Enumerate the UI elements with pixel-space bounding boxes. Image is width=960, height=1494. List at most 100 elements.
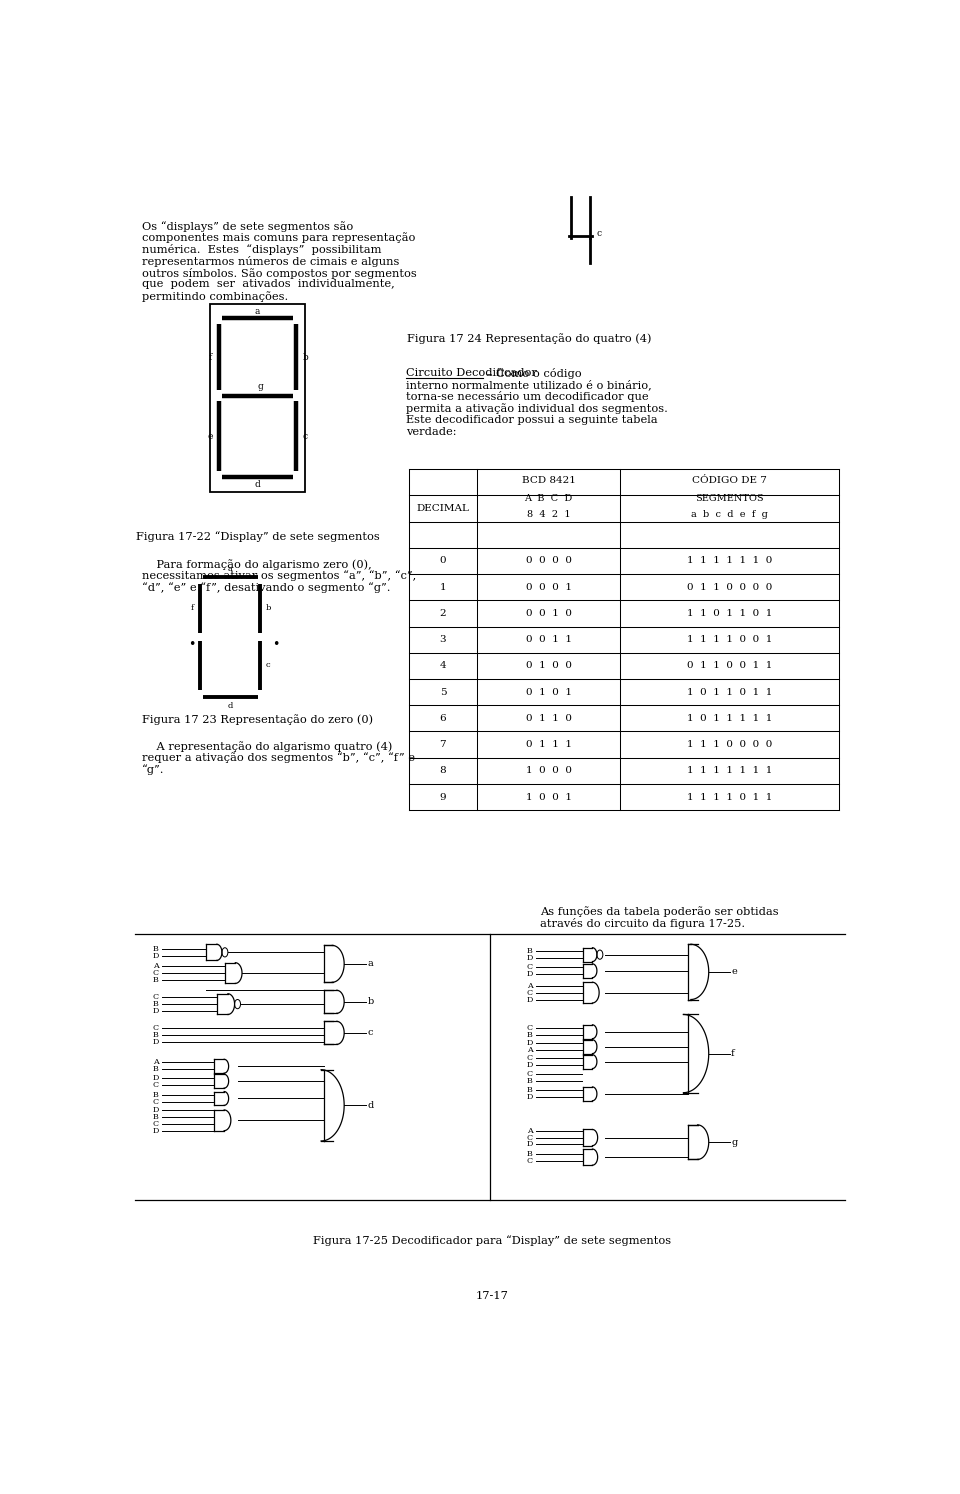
Text: c: c xyxy=(368,1028,373,1037)
Text: a: a xyxy=(228,565,232,572)
Text: C: C xyxy=(527,1134,533,1141)
Text: Este decodificador possui a seguinte tabela: Este decodificador possui a seguinte tab… xyxy=(406,415,658,424)
Text: 1  1  1  0  0  0  0: 1 1 1 0 0 0 0 xyxy=(687,740,773,748)
Text: f: f xyxy=(732,1049,734,1058)
Text: B: B xyxy=(153,999,158,1008)
Text: B: B xyxy=(153,976,158,985)
Text: D: D xyxy=(526,955,533,962)
Text: 0  1  1  0  0  0  0: 0 1 1 0 0 0 0 xyxy=(687,583,773,592)
Text: DECIMAL: DECIMAL xyxy=(417,503,469,512)
Text: 7: 7 xyxy=(440,740,446,748)
Text: 0  1  1  0: 0 1 1 0 xyxy=(525,714,571,723)
Text: D: D xyxy=(526,1040,533,1047)
Text: b: b xyxy=(368,998,374,1007)
Text: •: • xyxy=(188,638,196,650)
Text: Figura 17-22 “Display” de sete segmentos: Figura 17-22 “Display” de sete segmentos xyxy=(135,532,379,542)
Text: A: A xyxy=(153,1058,158,1065)
Text: B: B xyxy=(527,1077,533,1085)
Text: B: B xyxy=(153,1113,158,1120)
Text: c: c xyxy=(266,662,271,669)
Text: f: f xyxy=(191,605,194,613)
Text: 8  4  2  1: 8 4 2 1 xyxy=(527,509,570,518)
Text: e: e xyxy=(732,968,736,977)
Text: B: B xyxy=(153,944,158,953)
Text: componentes mais comuns para representação: componentes mais comuns para representaç… xyxy=(142,233,416,244)
Text: D: D xyxy=(153,1038,158,1046)
Text: representarmos números de cimais e alguns: representarmos números de cimais e algun… xyxy=(142,255,399,267)
Text: D: D xyxy=(526,1140,533,1149)
Text: Figura 17 23 Representação do zero (0): Figura 17 23 Representação do zero (0) xyxy=(142,714,373,725)
Text: 0  0  0  0: 0 0 0 0 xyxy=(525,556,571,565)
Text: 1  0  0  1: 1 0 0 1 xyxy=(525,792,571,802)
Text: 0  1  0  0: 0 1 0 0 xyxy=(525,662,571,671)
Text: “d”, “e” e “f”, desativando o segmento “g”.: “d”, “e” e “f”, desativando o segmento “… xyxy=(142,583,391,593)
Text: 0  0  1  0: 0 0 1 0 xyxy=(525,610,571,619)
Text: 9: 9 xyxy=(440,792,446,802)
Text: B: B xyxy=(153,1065,158,1073)
Text: permita a ativação individual dos segmentos.: permita a ativação individual dos segmen… xyxy=(406,403,668,414)
Text: D: D xyxy=(153,1106,158,1115)
Text: outros símbolos. São compostos por segmentos: outros símbolos. São compostos por segme… xyxy=(142,267,417,278)
Text: necessitamos ativar os segmentos “a”, “b”, “c”,: necessitamos ativar os segmentos “a”, “b… xyxy=(142,571,417,581)
Text: D: D xyxy=(153,1007,158,1014)
Text: A: A xyxy=(527,982,533,989)
Text: C: C xyxy=(153,970,158,977)
Text: D: D xyxy=(526,970,533,979)
Text: D: D xyxy=(153,952,158,959)
Text: C: C xyxy=(527,964,533,971)
Text: C: C xyxy=(153,994,158,1001)
Text: B: B xyxy=(153,1031,158,1040)
Bar xyxy=(210,303,305,492)
Text: requer a ativação dos segmentos “b”, “c”, “f” e: requer a ativação dos segmentos “b”, “c”… xyxy=(142,753,416,763)
Text: 0  1  1  0  0  1  1: 0 1 1 0 0 1 1 xyxy=(687,662,773,671)
Text: D: D xyxy=(153,1126,158,1134)
Text: c: c xyxy=(302,432,308,441)
Text: C: C xyxy=(527,1070,533,1079)
Text: As funções da tabela poderão ser obtidas: As funções da tabela poderão ser obtidas xyxy=(540,907,779,917)
Text: C: C xyxy=(153,1098,158,1106)
Text: 1  1  1  1  0  1  1: 1 1 1 1 0 1 1 xyxy=(687,792,773,802)
Text: A: A xyxy=(527,1126,533,1134)
Text: C: C xyxy=(527,1055,533,1062)
Text: B: B xyxy=(153,1091,158,1100)
Text: Circuito Decodificador: Circuito Decodificador xyxy=(406,368,538,378)
Text: B: B xyxy=(527,1086,533,1095)
Text: permitindo combinações.: permitindo combinações. xyxy=(142,291,289,302)
Text: B: B xyxy=(527,1150,533,1158)
Text: 0: 0 xyxy=(440,556,446,565)
Text: D: D xyxy=(526,1094,533,1101)
Text: 2: 2 xyxy=(440,610,446,619)
Text: 0  1  1  1: 0 1 1 1 xyxy=(525,740,571,748)
Text: 1  0  0  0: 1 0 0 0 xyxy=(525,766,571,775)
Text: SEGMENTOS: SEGMENTOS xyxy=(695,493,764,502)
Text: B: B xyxy=(527,947,533,955)
Text: a: a xyxy=(255,308,260,317)
Text: 5: 5 xyxy=(440,687,446,696)
Text: 1  1  1  1  0  0  1: 1 1 1 1 0 0 1 xyxy=(687,635,773,644)
Text: f: f xyxy=(208,353,211,362)
Text: D: D xyxy=(526,995,533,1004)
Text: D: D xyxy=(526,1061,533,1070)
Text: 17-17: 17-17 xyxy=(475,1291,509,1301)
Text: A: A xyxy=(153,962,158,970)
Text: A  B  C  D: A B C D xyxy=(524,493,573,502)
Text: a  b  c  d  e  f  g: a b c d e f g xyxy=(691,509,768,518)
Text: verdade:: verdade: xyxy=(406,427,457,436)
Text: 1  1  0  1  1  0  1: 1 1 0 1 1 0 1 xyxy=(687,610,773,619)
Text: Para formação do algarismo zero (0),: Para formação do algarismo zero (0), xyxy=(142,559,372,569)
Text: 1: 1 xyxy=(440,583,446,592)
Text: b: b xyxy=(302,353,308,362)
Text: Figura 17-25 Decodificador para “Display” de sete segmentos: Figura 17-25 Decodificador para “Display… xyxy=(313,1236,671,1246)
Text: CÓDIGO DE 7: CÓDIGO DE 7 xyxy=(692,475,767,484)
Text: C: C xyxy=(153,1119,158,1128)
Text: – Como o código: – Como o código xyxy=(483,368,582,379)
Text: A: A xyxy=(527,1046,533,1055)
Text: 0  1  0  1: 0 1 0 1 xyxy=(525,687,571,696)
Text: 1  1  1  1  1  1  1: 1 1 1 1 1 1 1 xyxy=(687,766,773,775)
Text: C: C xyxy=(527,989,533,996)
Text: 8: 8 xyxy=(440,766,446,775)
Text: B: B xyxy=(527,1031,533,1040)
Text: torna-se necessário um decodificador que: torna-se necessário um decodificador que xyxy=(406,391,649,402)
Text: através do circuito da figura 17-25.: através do circuito da figura 17-25. xyxy=(540,917,746,929)
Text: c: c xyxy=(596,229,601,238)
